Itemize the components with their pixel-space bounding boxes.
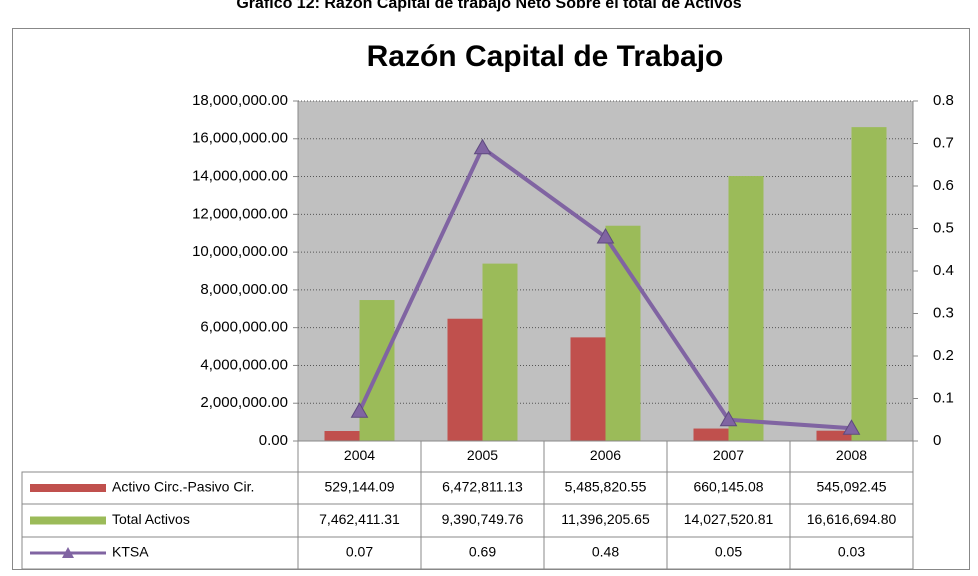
x-tick-label: 2005 [467, 447, 498, 463]
y2-tick-label: 0.1 [933, 389, 954, 406]
bar [605, 225, 641, 441]
y-tick-label: 8,000,000.00 [200, 281, 288, 298]
bar [728, 176, 764, 442]
data-label: 0.05 [715, 544, 742, 560]
y2-tick-label: 0.3 [933, 304, 954, 321]
page-header: Gráfico 12: Razón Capital de trabajo Net… [236, 0, 741, 12]
data-label: 529,144.09 [324, 479, 394, 495]
data-label: 9,390,749.76 [442, 511, 524, 527]
legend-label: Activo Circ.-Pasivo Cir. [112, 479, 254, 495]
data-label: 0.48 [592, 544, 619, 560]
legend-key [30, 484, 106, 492]
data-table: 2004 2005 2006 2007 2008 Activo Circ.-Pasivo … [21, 440, 914, 570]
line-marker [596, 227, 615, 244]
y-tick-label: 12,000,000.00 [192, 205, 288, 222]
data-label: 0.69 [469, 544, 496, 560]
bar [447, 318, 483, 441]
legend-label: Total Activos [112, 511, 190, 527]
line-marker [719, 410, 738, 427]
y2-tick-label: 0.6 [933, 177, 954, 194]
x-tick-label: 2004 [344, 447, 375, 463]
y-tick-label: 16,000,000.00 [192, 130, 288, 147]
x-tick-label: 2007 [713, 447, 744, 463]
data-label: 5,485,820.55 [565, 479, 647, 495]
bar [324, 431, 360, 441]
y-tick-label: 0.00 [259, 432, 288, 449]
y-tick-label: 2,000,000.00 [200, 394, 288, 411]
bar [693, 428, 729, 441]
y2-tick-label: 0.4 [933, 262, 954, 279]
data-label: 11,396,205.65 [561, 511, 650, 527]
y-tick-label: 18,000,000.00 [192, 92, 288, 109]
legend-label: KTSA [112, 544, 149, 560]
y2-tick-label: 0.7 [933, 134, 954, 151]
data-label: 14,027,520.81 [684, 511, 774, 527]
data-label: 0.03 [838, 544, 865, 560]
bar [482, 263, 518, 441]
chart-title: Razón Capital de Trabajo [367, 40, 724, 73]
data-label: 0.07 [346, 544, 373, 560]
y2-tick-label: 0.8 [933, 92, 954, 109]
y2-tick-label: 0 [933, 432, 941, 449]
data-label: 7,462,411.31 [319, 511, 400, 527]
bar [816, 430, 852, 441]
y2-tick-label: 0.5 [933, 219, 954, 236]
bar [570, 337, 606, 441]
y-tick-label: 6,000,000.00 [200, 319, 288, 336]
x-tick-label: 2006 [590, 447, 621, 463]
legend-key [30, 516, 106, 525]
data-label: 660,145.08 [693, 479, 763, 495]
data-label: 16,616,694.80 [807, 511, 897, 527]
x-tick-label: 2008 [836, 447, 867, 463]
line-marker [473, 138, 492, 155]
data-label: 6,472,811.13 [442, 479, 523, 495]
legend-key-marker [62, 547, 74, 558]
bar [851, 127, 887, 442]
y2-tick-label: 0.2 [933, 347, 954, 364]
data-label: 545,092.45 [816, 479, 886, 495]
line-marker [842, 419, 861, 435]
y-tick-label: 4,000,000.00 [200, 356, 288, 373]
y-tick-label: 14,000,000.00 [192, 168, 288, 185]
line-marker [350, 402, 369, 418]
y-tick-label: 10,000,000.00 [192, 243, 288, 260]
